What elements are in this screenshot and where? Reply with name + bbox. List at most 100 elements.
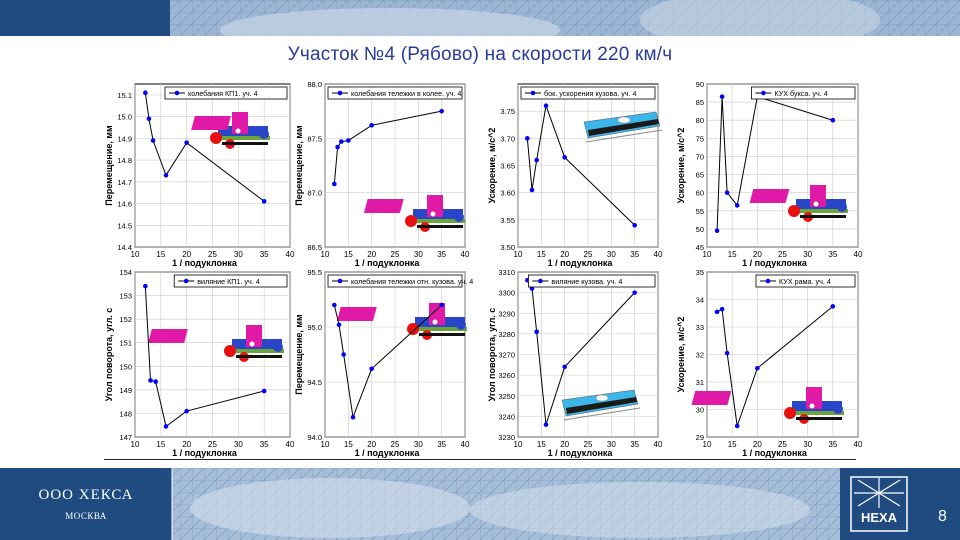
data-point [632,290,637,295]
y-tick-label: 30 [696,406,704,415]
wheel-icon [405,215,417,227]
data-point [369,122,374,128]
legend-marker [337,90,343,96]
footer-band [0,468,960,540]
legend-label: колебания тележки отн. кузова. уч. 4 [351,277,473,286]
y-tick-label: 75 [696,134,704,143]
data-point [150,138,156,143]
data-point [261,199,267,204]
y-tick-label: 3300 [498,289,515,298]
y-tick-label: 15.1 [117,91,132,100]
x-tick-label: 20 [560,440,569,449]
legend-marker [761,90,766,96]
data-point [724,190,730,195]
y-axis-label: Ускорение, м/с^2 [676,317,686,393]
x-tick-label: 15 [156,440,165,449]
legend-marker [337,278,343,284]
data-point [755,365,760,371]
x-tick-label: 10 [514,250,523,259]
series-line [144,92,265,202]
company-city: МОСКВА [65,511,107,521]
data-point [534,329,539,335]
data-point [332,302,337,308]
x-tick-label: 10 [321,250,330,259]
x-tick-label: 15 [728,440,737,449]
y-tick-label: 15.0 [117,113,132,122]
x-tick-label: 10 [514,440,523,449]
x-tick-label: 10 [131,250,140,259]
series-line [333,110,442,185]
x-axis-label: 1 / подуклонка [172,258,238,268]
y-tick-label: 3250 [498,392,515,401]
y-tick-label: 14.5 [117,221,132,230]
data-point [369,366,374,372]
data-point [529,187,535,193]
series-line [144,286,265,428]
x-tick-label: 30 [234,250,243,259]
data-point [143,90,148,95]
x-tick-label: 30 [803,250,812,259]
x-tick-label: 35 [260,440,269,449]
y-tick-label: 150 [119,362,132,371]
data-point [163,424,169,429]
x-tick-label: 35 [630,250,639,259]
legend-label: колебания тележки в колее. уч. 4 [351,89,461,98]
y-axis-label: Ускорение, м/с^2 [487,128,497,204]
x-axis-label: 1 / подуклонка [548,448,614,458]
x-tick-label: 30 [607,440,616,449]
data-point [350,414,356,420]
data-point [163,172,169,178]
y-tick-label: 3.70 [500,134,515,143]
x-tick-label: 20 [367,250,376,259]
y-tick-label: 148 [119,409,132,418]
page-number: 8 [938,508,947,525]
x-tick-label: 15 [537,250,546,259]
mesh-background-bottom [171,468,840,540]
x-tick-label: 25 [208,440,217,449]
legend-label: виляние КП1. уч. 4 [197,277,260,286]
data-point [336,322,342,328]
legend-label: КУХ рама. уч. 4 [779,277,831,286]
x-tick-label: 20 [367,440,376,449]
legend-label: колебания КП1. уч. 4 [188,89,258,98]
x-axis-label: 1 / подуклонка [172,448,238,458]
y-axis-label: Угол поворота, угл. с [487,308,497,402]
x-axis-label: 1 / подуклонка [742,258,808,268]
data-point [341,352,346,357]
legend-label: КУХ букса. уч. 4 [774,89,827,98]
x-tick-label: 35 [260,250,269,259]
x-tick-label: 20 [182,440,191,449]
y-tick-label: 3310 [498,268,515,277]
data-point [543,103,549,109]
data-point [148,378,153,383]
chart-2: 10 15 20 25 30 35 40 86.5 87.0 87.5 88.0 1 / подукл… [294,80,470,268]
y-tick-label: 29 [696,433,704,442]
legend-marker [174,90,180,96]
data-point [830,304,836,309]
data-point [719,94,725,99]
bogie-body-icon [148,329,188,343]
y-tick-label: 65 [696,171,704,180]
divider-line [104,459,856,460]
y-tick-label: 94.5 [307,378,322,387]
legend-box [164,86,288,100]
x-tick-label: 30 [414,250,423,259]
bogie-body-icon [691,391,732,405]
data-point [714,228,720,233]
legend-marker [530,90,536,96]
x-tick-label: 40 [854,250,863,259]
x-tick-label: 15 [537,440,546,449]
x-tick-label: 30 [803,440,812,449]
data-point [153,379,158,384]
x-tick-label: 25 [778,440,787,449]
x-tick-label: 35 [828,440,837,449]
y-tick-label: 34 [696,296,704,305]
data-point [261,388,267,394]
y-axis-label: Угол поворота, угл. с [104,308,114,402]
data-point [184,408,189,414]
data-point [714,309,720,315]
x-tick-label: 25 [778,250,787,259]
y-tick-label: 149 [119,386,132,395]
y-tick-label: 85 [696,98,704,107]
